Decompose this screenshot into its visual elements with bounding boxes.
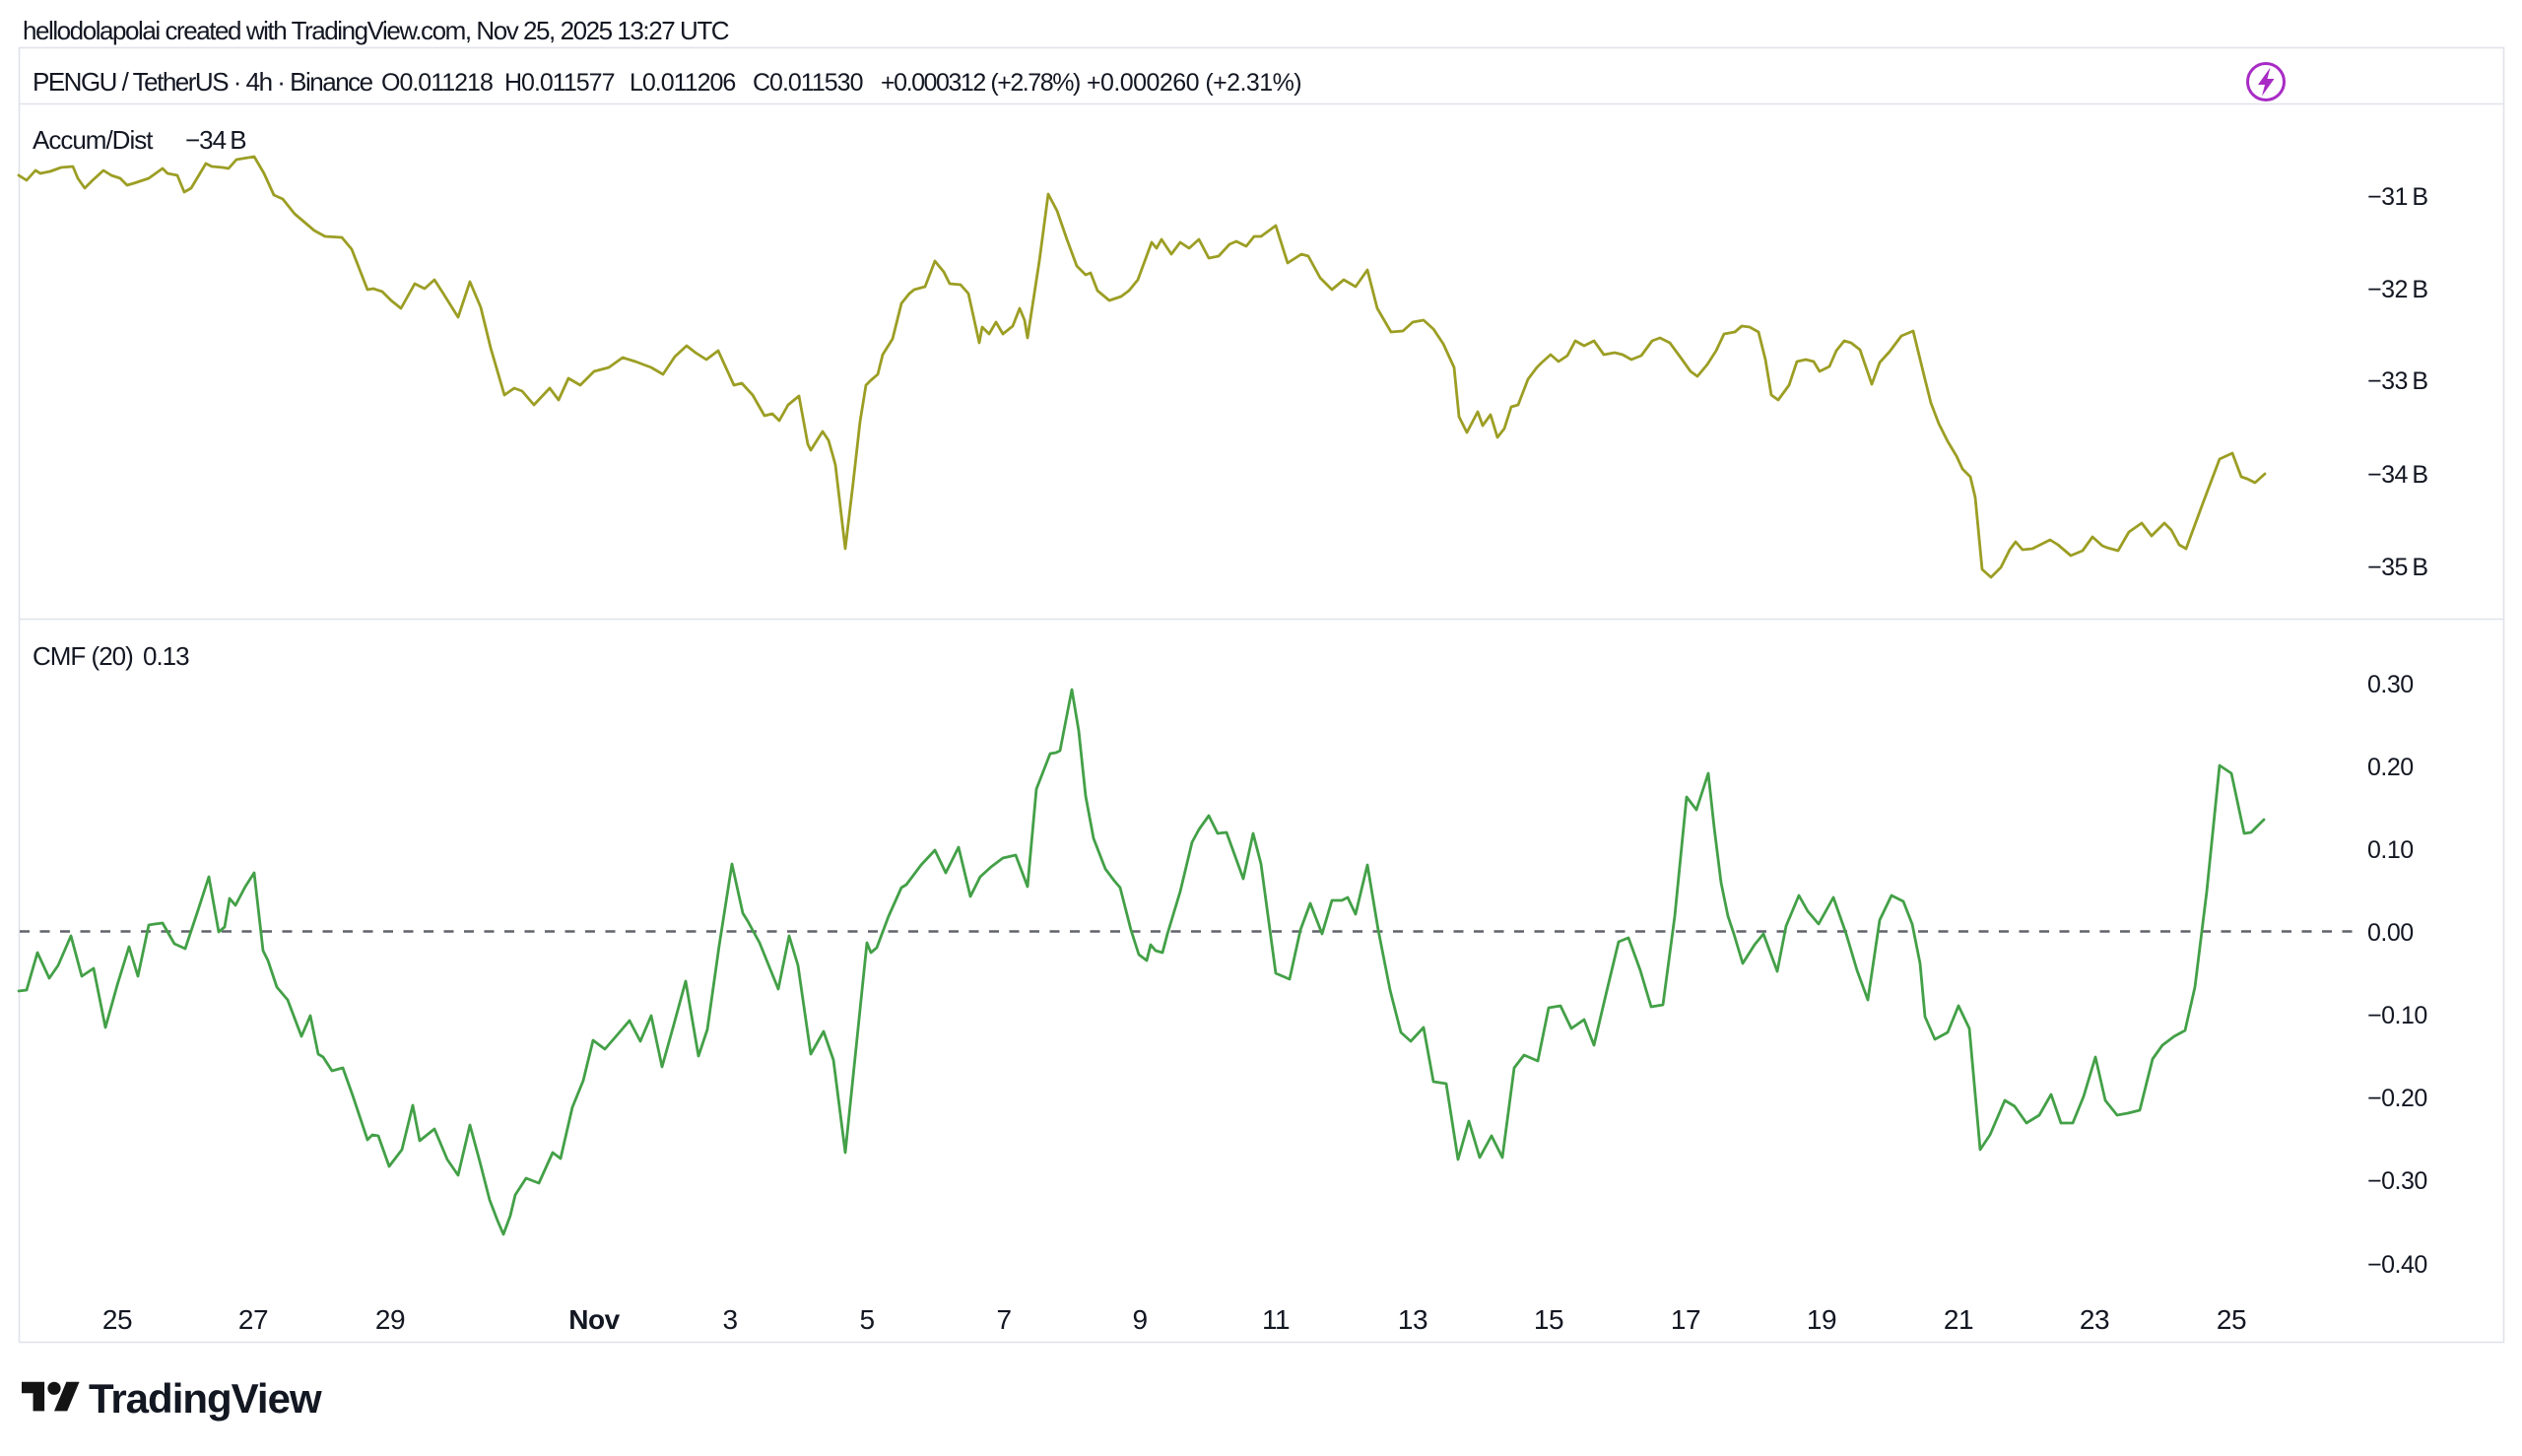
svg-text:3: 3 [722,1304,737,1335]
svg-text:25: 25 [2217,1304,2246,1335]
svg-text:29: 29 [375,1304,405,1335]
svg-text:11: 11 [1262,1304,1290,1335]
svg-text:PENGU / TetherUS · 4h · Binanc: PENGU / TetherUS · 4h · Binance [33,67,373,97]
svg-text:13: 13 [1398,1304,1427,1335]
svg-text:0.10: 0.10 [2367,836,2414,864]
svg-text:−32 B: −32 B [2367,276,2428,303]
svg-text:0.00: 0.00 [2367,919,2414,947]
svg-text:25: 25 [102,1304,132,1335]
svg-text:−0.30: −0.30 [2367,1167,2427,1195]
svg-text:−33 B: −33 B [2367,367,2428,395]
svg-text:0.13: 0.13 [143,641,189,671]
svg-text:19: 19 [1807,1304,1836,1335]
svg-text:Nov: Nov [568,1304,620,1335]
svg-text:21: 21 [1944,1304,1973,1335]
svg-text:−0.20: −0.20 [2367,1085,2427,1112]
svg-text:15: 15 [1534,1304,1563,1335]
svg-text:17: 17 [1671,1304,1700,1335]
svg-text:C0.011530: C0.011530 [753,69,863,97]
svg-text:Accum/Dist: Accum/Dist [33,125,154,155]
svg-text:+0.000260 (+2.31%): +0.000260 (+2.31%) [1087,69,1301,97]
svg-text:−34 B: −34 B [2367,461,2428,489]
svg-text:O0.011218: O0.011218 [381,69,493,97]
svg-text:7: 7 [996,1304,1011,1335]
svg-text:23: 23 [2080,1304,2109,1335]
svg-text:−35 B: −35 B [2367,554,2428,581]
svg-text:hellodolapolai created with Tr: hellodolapolai created with TradingView.… [23,16,729,45]
svg-text:5: 5 [859,1304,874,1335]
svg-text:−0.10: −0.10 [2367,1002,2427,1029]
svg-text:H0.011577: H0.011577 [504,69,615,97]
svg-text:0.30: 0.30 [2367,671,2414,698]
svg-text:9: 9 [1132,1304,1147,1335]
svg-text:−0.40: −0.40 [2367,1251,2427,1279]
svg-text:−31 B: −31 B [2367,183,2428,211]
svg-text:TradingView: TradingView [89,1375,322,1422]
svg-text:0.20: 0.20 [2367,754,2414,781]
svg-text:−34 B: −34 B [185,125,246,155]
svg-text:27: 27 [238,1304,268,1335]
svg-text:+0.000312 (+2.78%): +0.000312 (+2.78%) [881,69,1080,97]
svg-text:L0.011206: L0.011206 [630,69,735,97]
svg-text:CMF (20): CMF (20) [33,641,133,671]
